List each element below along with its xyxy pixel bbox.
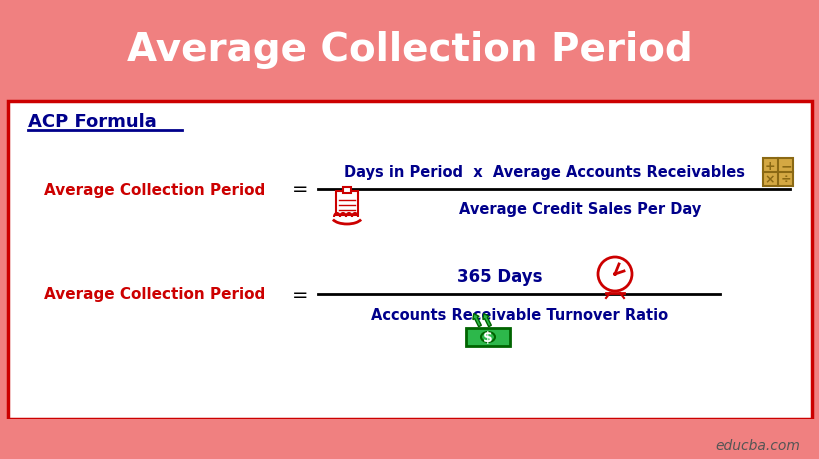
Text: $: $	[482, 330, 492, 344]
Bar	[8, 102, 811, 419]
Text: =: =	[292, 285, 308, 304]
Text: educba.com: educba.com	[714, 438, 799, 452]
Bar	[465, 328, 509, 346]
Text: Accounts Receivable Turnover Ratio: Accounts Receivable Turnover Ratio	[371, 307, 667, 322]
Circle shape	[613, 272, 616, 276]
Bar	[336, 191, 358, 216]
Text: Average Collection Period: Average Collection Period	[44, 182, 265, 197]
Text: Average Credit Sales Per Day: Average Credit Sales Per Day	[459, 202, 700, 217]
Bar	[0, 419, 819, 459]
Text: +: +	[764, 159, 775, 172]
Text: Average Collection Period: Average Collection Period	[44, 287, 265, 302]
Text: =: =	[292, 180, 308, 199]
Ellipse shape	[481, 332, 495, 342]
Text: ACP Formula: ACP Formula	[28, 113, 156, 131]
Text: ×: ×	[764, 173, 774, 186]
Text: ÷: ÷	[780, 173, 790, 186]
Bar	[762, 159, 792, 187]
Text: −: −	[779, 159, 791, 173]
Bar	[342, 188, 351, 194]
FancyArrow shape	[473, 314, 481, 327]
Bar	[0, 0, 819, 100]
Text: 365 Days: 365 Days	[457, 268, 542, 285]
FancyArrow shape	[482, 314, 491, 327]
Text: Average Collection Period: Average Collection Period	[127, 31, 692, 69]
Text: Days in Period  x  Average Accounts Receivables: Days in Period x Average Accounts Receiv…	[344, 165, 744, 180]
